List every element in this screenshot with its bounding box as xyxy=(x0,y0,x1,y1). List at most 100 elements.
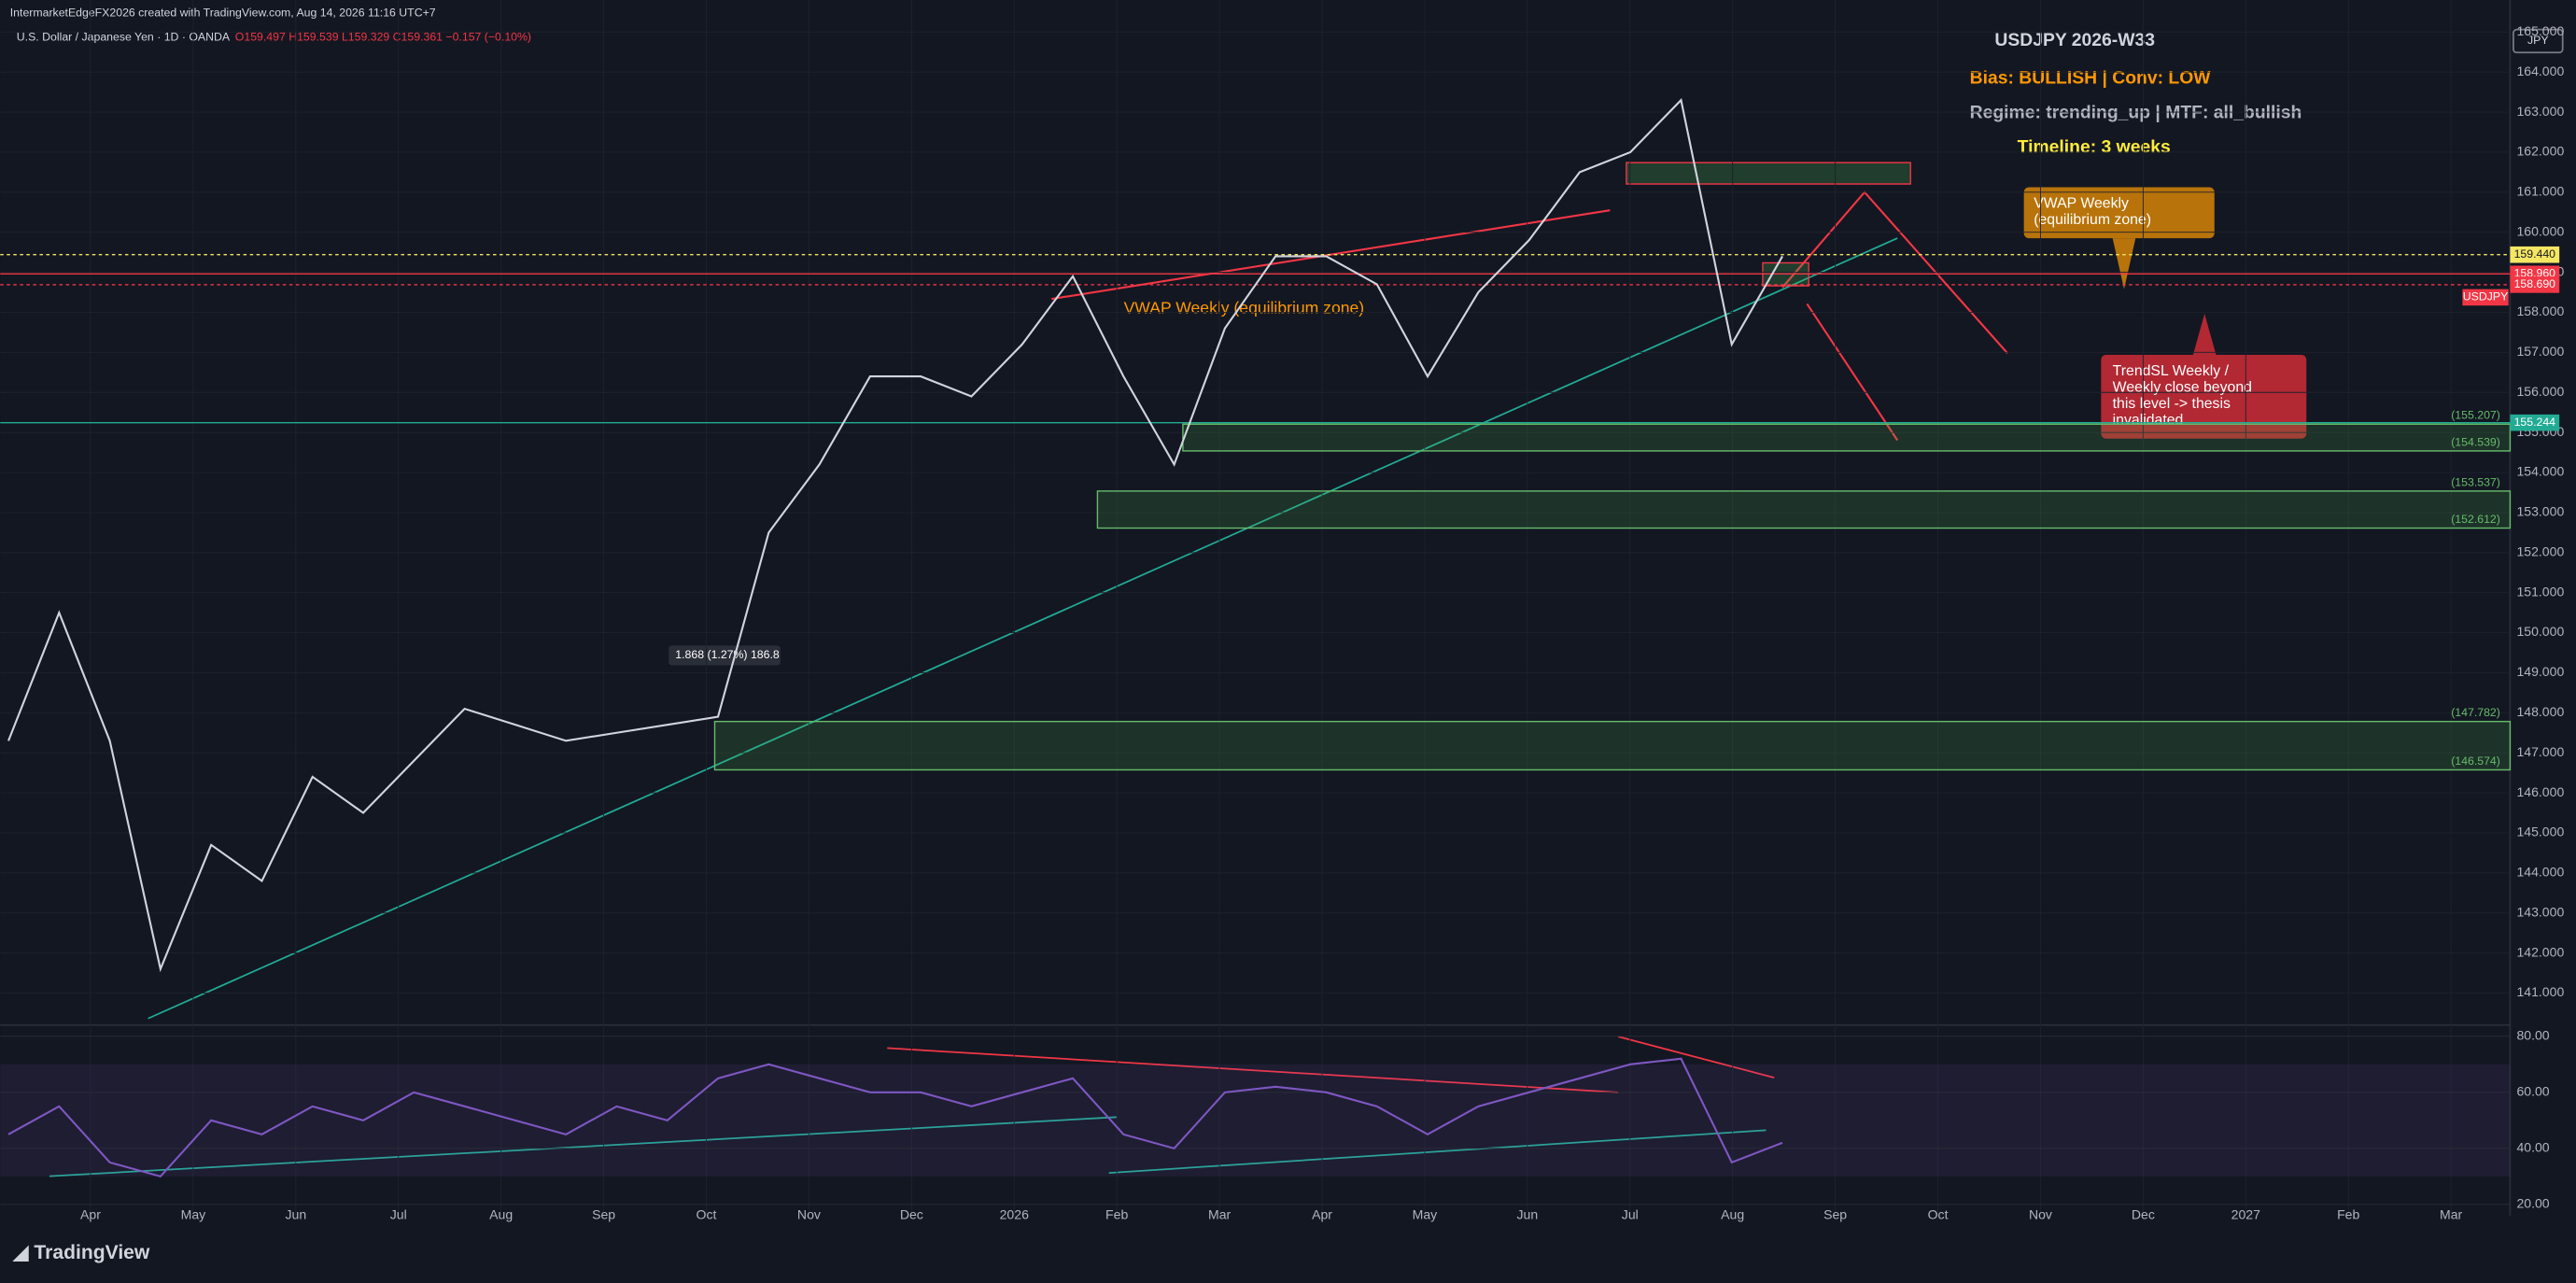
rsi-tick-label: 20.00 xyxy=(2516,1196,2549,1211)
y-tick-label: 152.000 xyxy=(2516,543,2564,558)
x-tick-label: Aug xyxy=(489,1207,513,1222)
x-tick-label: Sep xyxy=(1823,1207,1847,1222)
x-tick-label: 2026 xyxy=(1000,1207,1029,1222)
x-tick-label: Jun xyxy=(1517,1207,1539,1222)
x-tick-label: Nov xyxy=(797,1207,821,1222)
logo: ◢ TradingView xyxy=(12,1242,150,1263)
credit: IntermarketEdgeFX2026 created with Tradi… xyxy=(10,6,436,19)
trendsl-box xyxy=(2101,355,2307,439)
y-tick-label: 161.000 xyxy=(2516,184,2564,199)
x-tick-label: May xyxy=(181,1207,206,1222)
rsi-band xyxy=(0,1064,2511,1177)
y-tick-label: 165.000 xyxy=(2516,23,2564,38)
x-tick-label: Oct xyxy=(1928,1207,1949,1222)
vwap-box-text: VWAP Weekly xyxy=(2034,195,2129,211)
x-tick-label: Jun xyxy=(285,1207,306,1222)
zone-box xyxy=(1626,162,1911,185)
x-tick-label: Aug xyxy=(1721,1207,1744,1222)
y-tick-label: 143.000 xyxy=(2516,904,2564,919)
y-tick-label: 147.000 xyxy=(2516,744,2564,759)
x-tick-label: Nov xyxy=(2029,1207,2052,1222)
currency-label: JPY xyxy=(2527,34,2549,47)
projection-arrow xyxy=(1806,303,1899,442)
measure-box xyxy=(669,645,781,666)
symbol-tag-text: USDJPY xyxy=(2463,290,2509,303)
y-tick-label: 156.000 xyxy=(2516,384,2564,399)
y-tick-label: 148.000 xyxy=(2516,704,2564,719)
price-tag-label: 159.440 xyxy=(2514,247,2556,261)
x-tick-label: May xyxy=(1413,1207,1438,1222)
y-tick-label: 142.000 xyxy=(2516,944,2564,959)
panel-title: USDJPY 2026-W33 xyxy=(1994,30,2155,50)
x-tick-label: Oct xyxy=(697,1207,717,1222)
trendline xyxy=(148,237,1898,1020)
y-tick-label: 144.000 xyxy=(2516,865,2564,880)
price-tag xyxy=(2510,246,2560,263)
price-tag-label: 158.690 xyxy=(2514,277,2556,290)
y-tick-label: 154.000 xyxy=(2516,464,2564,479)
zone-label: (155.207) xyxy=(2451,409,2500,422)
x-tick-label: Dec xyxy=(2132,1207,2155,1222)
y-tick-label: 162.000 xyxy=(2516,144,2564,159)
x-tick-label: Dec xyxy=(900,1207,923,1222)
rsi-trendline xyxy=(1108,1129,1767,1175)
callout-tail xyxy=(2112,238,2136,289)
rsi-tick-label: 40.00 xyxy=(2516,1140,2549,1155)
zone xyxy=(1182,423,2512,452)
price-tag-label: 158.960 xyxy=(2514,267,2556,280)
rsi-line xyxy=(7,1057,1783,1178)
x-tick-label: Sep xyxy=(592,1207,615,1222)
y-tick-label: 149.000 xyxy=(2516,664,2564,679)
price-tag-label: 155.244 xyxy=(2514,416,2556,429)
zone xyxy=(713,720,2512,771)
rsi-tick-label: 80.00 xyxy=(2516,1028,2549,1043)
x-tick-label: Jul xyxy=(390,1207,407,1222)
x-tick-label: Jul xyxy=(1622,1207,1639,1222)
y-tick-label: 146.000 xyxy=(2516,784,2564,799)
y-tick-label: 151.000 xyxy=(2516,584,2564,599)
rsi-trendline xyxy=(1617,1036,1775,1079)
x-tick-label: Apr xyxy=(80,1207,101,1222)
y-tick-label: 145.000 xyxy=(2516,825,2564,839)
rsi-trendline xyxy=(887,1047,1619,1093)
y-tick-label: 160.000 xyxy=(2516,223,2564,238)
trendsl-text: this level -> thesis xyxy=(2113,396,2231,412)
zone-label: (154.539) xyxy=(2451,435,2500,448)
y-tick-label: 157.000 xyxy=(2516,344,2564,359)
x-tick-label: Feb xyxy=(2337,1207,2359,1222)
trendsl-text: TrendSL Weekly / xyxy=(2113,363,2230,379)
y-tick-label: 141.000 xyxy=(2516,984,2564,999)
vwap-box-text: (equilibrium zone) xyxy=(2034,212,2151,228)
x-tick-label: Mar xyxy=(1208,1207,1232,1222)
zone-label: (153.537) xyxy=(2451,475,2500,488)
price-line xyxy=(7,98,1783,973)
rsi-tick-label: 60.00 xyxy=(2516,1084,2549,1099)
measure-label: 1.868 (1.27%) 186.8 xyxy=(675,648,780,661)
y-tick-label: 158.000 xyxy=(2516,303,2564,318)
zone-label: (146.574) xyxy=(2451,754,2500,768)
y-tick-label: 164.000 xyxy=(2516,63,2564,78)
y-tick-label: 150.000 xyxy=(2516,624,2564,639)
x-tick-label: 2027 xyxy=(2231,1207,2260,1222)
zone-label: (152.612) xyxy=(2451,513,2500,526)
price-tag xyxy=(2510,276,2560,293)
x-tick-label: Feb xyxy=(1105,1207,1128,1222)
y-tick-label: 163.000 xyxy=(2516,104,2564,119)
currency-button[interactable] xyxy=(2513,28,2564,54)
symbol-tag xyxy=(2462,289,2509,306)
trendsl-text: Weekly close beyond xyxy=(2113,379,2252,395)
zone xyxy=(1096,490,2512,529)
panel-bias: Bias: BULLISH | Conv: LOW xyxy=(1970,68,2212,89)
x-tick-label: Mar xyxy=(2440,1207,2463,1222)
callout-tail xyxy=(2192,314,2217,356)
rsi-trendline xyxy=(49,1116,1118,1177)
price-tag xyxy=(2510,414,2560,431)
zone-label: (147.782) xyxy=(2451,706,2500,719)
symbol: U.S. Dollar / Japanese Yen · 1D · OANDA xyxy=(17,31,231,44)
x-tick-label: Apr xyxy=(1312,1207,1332,1222)
ohlc: O159.497 H159.539 L159.329 C159.361 −0.1… xyxy=(235,31,531,44)
y-tick-label: 153.000 xyxy=(2516,504,2564,519)
vwap-box xyxy=(2023,187,2215,239)
